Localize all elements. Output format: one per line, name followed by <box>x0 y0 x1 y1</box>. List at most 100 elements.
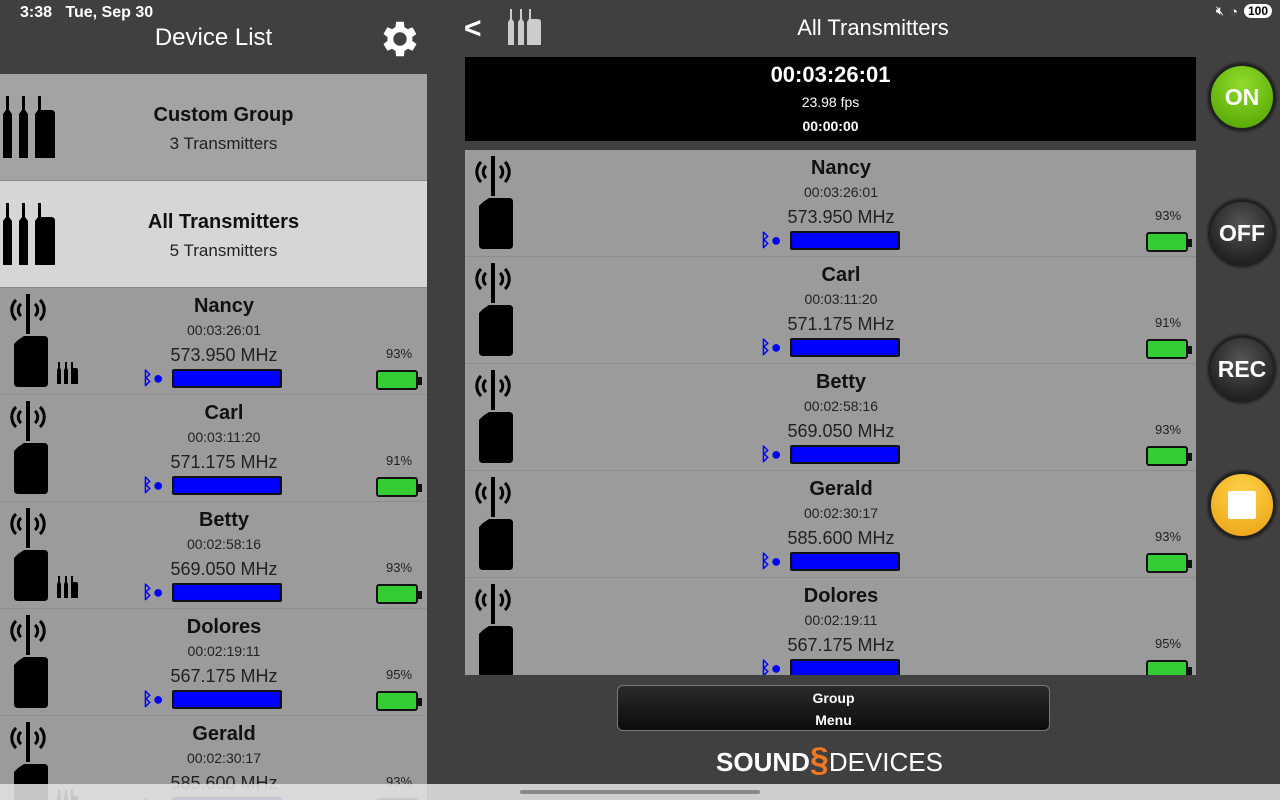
transmitter-timecode: 00:02:19:11 <box>804 612 878 628</box>
battery-percent: 93% <box>1155 208 1182 223</box>
transmitter-timecode: 00:03:26:01 <box>804 184 878 200</box>
rf-level-bar <box>790 445 900 464</box>
transmitter-icon <box>475 370 513 463</box>
transmitter-icon <box>10 294 48 387</box>
gear-icon[interactable] <box>377 16 423 62</box>
battery-icon <box>1146 339 1192 359</box>
battery-icon <box>376 584 422 604</box>
transmitter-list[interactable]: Nancy 00:03:26:01 573.950 MHz ᛒ● 93% Carl 00:0… <box>465 150 1196 675</box>
transmitter-name: Gerald <box>192 723 256 745</box>
group-count: 5 Transmitters <box>169 241 278 260</box>
rf-level-bar <box>790 659 900 675</box>
transmitter-name: Dolores <box>186 616 262 638</box>
bluetooth-icon: ᛒ● <box>760 444 782 464</box>
battery-percent: 93% <box>386 560 413 575</box>
bluetooth-icon: ᛒ● <box>142 582 164 602</box>
off-button[interactable]: OFF <box>1208 199 1276 267</box>
transmitter-timecode: 00:02:30:17 <box>804 505 878 521</box>
transmitter-group-icon <box>3 96 55 158</box>
transmitter-name: Dolores <box>803 585 879 607</box>
transmitter-icon <box>475 477 513 570</box>
transmitter-timecode: 00:02:58:16 <box>187 536 261 552</box>
rf-level-bar <box>790 231 900 250</box>
transmitter-group-icon <box>3 203 55 265</box>
group-custom[interactable]: Custom Group 3 Transmitters <box>0 74 427 181</box>
status-icons: 🔇︎ ◔ 100 <box>1216 3 1272 19</box>
transmitter-frequency: 569.050 MHz <box>170 559 278 579</box>
transmitter-frequency: 569.050 MHz <box>787 421 895 441</box>
transmitter-timecode: 00:02:30:17 <box>187 750 261 766</box>
group-name: Custom Group <box>153 104 294 126</box>
transmitter-timecode: 00:03:11:20 <box>187 429 261 445</box>
battery-icon <box>376 477 422 497</box>
transmitter-icon <box>475 156 513 249</box>
transmitter-name: Nancy <box>193 295 255 317</box>
transmitter-row[interactable]: Carl 00:03:11:20 571.175 MHz ᛒ● 91% <box>465 257 1196 364</box>
timecode-sub: 00:00:00 <box>802 118 859 134</box>
transmitter-icon <box>10 401 48 494</box>
battery-percent: 93% <box>1155 529 1182 544</box>
transmitter-timecode: 00:02:58:16 <box>804 398 878 414</box>
mute-icon: 🔇︎ <box>1215 3 1225 18</box>
battery-percent: 93% <box>386 346 413 361</box>
timecode-display: 00:03:26:01 23.98 fps 00:00:00 <box>465 57 1196 141</box>
transmitter-timecode: 00:02:19:11 <box>187 643 261 659</box>
on-button[interactable]: ON <box>1208 63 1276 131</box>
rf-level-bar <box>172 690 282 709</box>
bluetooth-icon: ᛒ● <box>142 368 164 388</box>
transmitter-name: Gerald <box>809 478 873 500</box>
transmitter-row[interactable]: Nancy 00:03:26:01 573.950 MHz ᛒ● 93% <box>465 150 1196 257</box>
battery-icon <box>1146 553 1192 573</box>
transmitter-row[interactable]: Nancy 00:03:26:01 573.950 MHz ᛒ● 93% <box>0 288 427 395</box>
group-name: All Transmitters <box>147 211 300 233</box>
battery-icon <box>376 691 422 711</box>
transmitter-icon <box>10 508 48 601</box>
bluetooth-icon: ᛒ● <box>142 689 164 709</box>
transmitter-row[interactable]: Dolores 00:02:19:11 567.175 MHz ᛒ● 95% <box>0 609 427 716</box>
transmitter-name: Carl <box>821 264 861 286</box>
group-all-transmitters[interactable]: All Transmitters 5 Transmitters <box>0 181 427 288</box>
battery-icon <box>376 370 422 390</box>
device-list-title: Device List <box>154 24 273 51</box>
stop-icon <box>1228 491 1256 519</box>
stop-button[interactable] <box>1208 471 1276 539</box>
group-menu-label: Group <box>812 690 855 706</box>
battery-percent: 95% <box>1155 636 1182 651</box>
bluetooth-icon: ᛒ● <box>760 337 782 357</box>
status-time: 3:38 Tue, Sep 30 <box>20 4 154 21</box>
home-indicator[interactable] <box>520 790 760 794</box>
transmitter-row[interactable]: Betty 00:02:58:16 569.050 MHz ᛒ● 93% <box>465 364 1196 471</box>
transmitter-icon <box>10 615 48 708</box>
rf-level-bar <box>790 338 900 357</box>
transmitter-timecode: 00:03:11:20 <box>804 291 878 307</box>
transmitter-frequency: 585.600 MHz <box>787 528 895 548</box>
transmitter-name: Nancy <box>810 157 872 179</box>
battery-icon <box>1146 660 1192 675</box>
group-menu-label: Menu <box>815 712 852 728</box>
sound-devices-logo: SOUND§DEVICES <box>716 741 943 779</box>
transmitter-row[interactable]: Betty 00:02:58:16 569.050 MHz ᛒ● 93% <box>0 502 427 609</box>
battery-icon <box>1146 446 1192 466</box>
page-title: All Transmitters <box>797 15 949 40</box>
rf-level-bar <box>172 476 282 495</box>
transmitter-name: Betty <box>815 371 866 393</box>
back-button[interactable]: < <box>464 12 482 45</box>
battery-percent: 95% <box>386 667 413 682</box>
group-member-icon <box>57 362 78 384</box>
bluetooth-icon: ᛒ● <box>760 551 782 571</box>
transmitter-row[interactable]: Dolores 00:02:19:11 567.175 MHz ᛒ● 95% <box>465 578 1196 675</box>
group-member-icon <box>57 576 78 598</box>
rf-level-bar <box>790 552 900 571</box>
group-menu-button[interactable]: Group Menu <box>617 685 1050 731</box>
transmitter-group-icon <box>508 9 541 45</box>
transmitter-name: Carl <box>204 402 244 424</box>
rec-button[interactable]: REC <box>1208 335 1276 403</box>
rf-level-bar <box>172 583 282 602</box>
rf-level-bar <box>172 369 282 388</box>
transmitter-row[interactable]: Carl 00:03:11:20 571.175 MHz ᛒ● 91% <box>0 395 427 502</box>
frame-rate: 23.98 fps <box>801 94 860 110</box>
group-count: 3 Transmitters <box>169 134 278 153</box>
transmitter-timecode: 00:03:26:01 <box>187 322 261 338</box>
battery-percent: 91% <box>1155 315 1182 330</box>
